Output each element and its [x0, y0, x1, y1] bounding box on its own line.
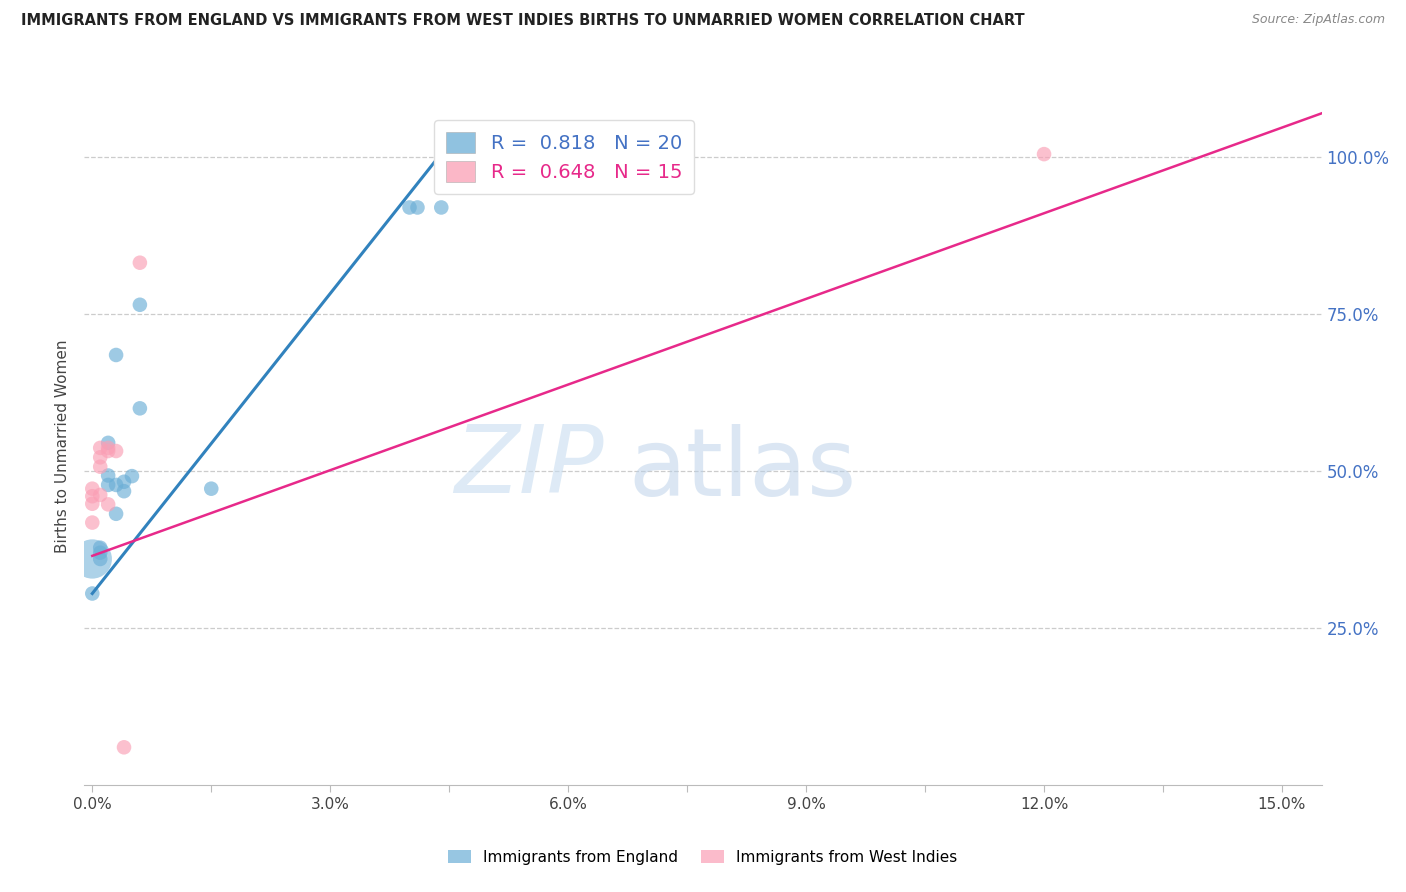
Point — [105, 348, 128, 362]
Point — [97, 497, 120, 511]
Legend: R =  0.818   N = 20, R =  0.648   N = 15: R = 0.818 N = 20, R = 0.648 N = 15 — [434, 120, 695, 194]
Point — [200, 482, 222, 496]
Point — [121, 469, 143, 483]
Point — [430, 201, 453, 215]
Text: Source: ZipAtlas.com: Source: ZipAtlas.com — [1251, 13, 1385, 27]
Point — [112, 475, 135, 489]
Point — [112, 740, 135, 755]
Point — [1033, 147, 1056, 161]
Point — [97, 468, 120, 483]
Point — [128, 298, 150, 312]
Y-axis label: Births to Unmarried Women: Births to Unmarried Women — [55, 339, 70, 553]
Point — [128, 256, 150, 270]
Point — [82, 586, 104, 600]
Point — [82, 482, 104, 496]
Point — [97, 444, 120, 458]
Point — [82, 497, 104, 511]
Text: ZIP: ZIP — [454, 421, 605, 512]
Point — [82, 489, 104, 503]
Text: atlas: atlas — [628, 424, 858, 516]
Text: IMMIGRANTS FROM ENGLAND VS IMMIGRANTS FROM WEST INDIES BIRTHS TO UNMARRIED WOMEN: IMMIGRANTS FROM ENGLAND VS IMMIGRANTS FR… — [21, 13, 1025, 29]
Point — [89, 441, 111, 455]
Point — [105, 507, 128, 521]
Point — [89, 450, 111, 465]
Point — [89, 488, 111, 502]
Point — [112, 484, 135, 499]
Point — [97, 478, 120, 492]
Legend: Immigrants from England, Immigrants from West Indies: Immigrants from England, Immigrants from… — [441, 844, 965, 871]
Point — [97, 441, 120, 455]
Point — [97, 435, 120, 450]
Point — [82, 516, 104, 530]
Point — [105, 444, 128, 458]
Point — [82, 552, 104, 566]
Point — [398, 201, 420, 215]
Point — [89, 459, 111, 474]
Point — [406, 201, 429, 215]
Point — [89, 546, 111, 560]
Point — [89, 552, 111, 566]
Point — [105, 478, 128, 492]
Point — [128, 401, 150, 416]
Point — [89, 541, 111, 555]
